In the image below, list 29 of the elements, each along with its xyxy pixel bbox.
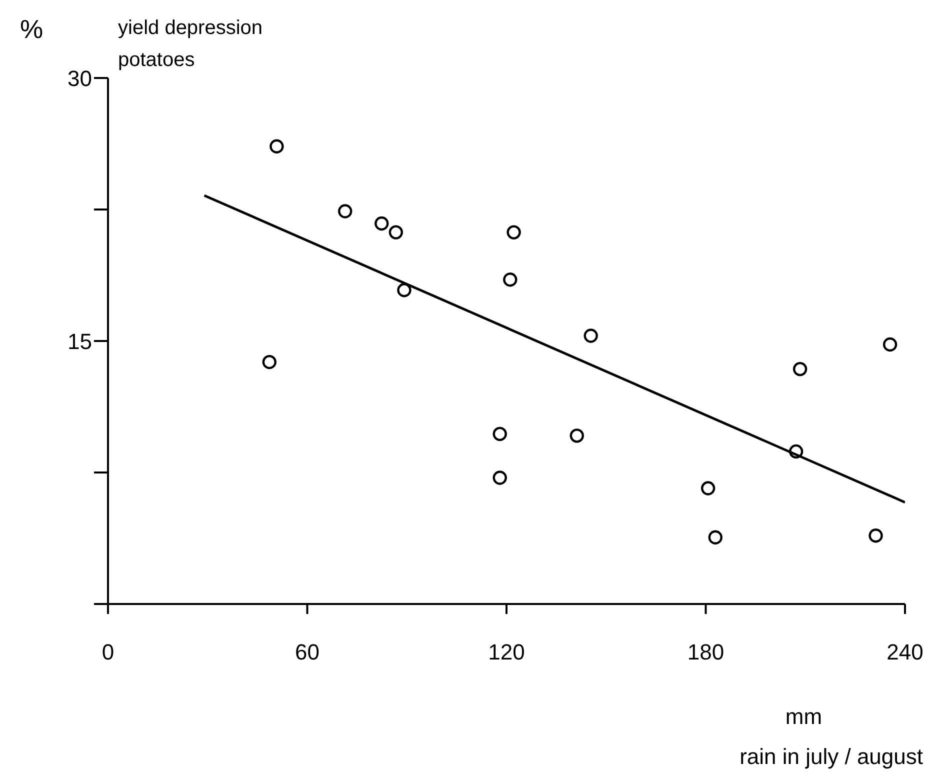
point bbox=[788, 444, 804, 459]
point bbox=[700, 481, 716, 496]
point bbox=[397, 283, 412, 298]
point bbox=[503, 272, 518, 287]
x-tick-label: 180 bbox=[687, 640, 724, 665]
point bbox=[374, 216, 389, 231]
point bbox=[388, 225, 404, 240]
y-axis-title: % bbox=[20, 14, 44, 45]
x-tick-label: 120 bbox=[488, 640, 525, 665]
point bbox=[792, 362, 808, 376]
point bbox=[708, 530, 722, 544]
chart-title: yield depression potatoes bbox=[118, 16, 263, 73]
point bbox=[492, 426, 507, 442]
x-tick-label: 0 bbox=[102, 640, 114, 665]
y-tick-label: 15 bbox=[68, 328, 92, 354]
x-tick-label: 60 bbox=[295, 640, 320, 665]
point bbox=[882, 337, 898, 352]
y-tick-label: 30 bbox=[68, 66, 92, 91]
text: mm bbox=[785, 704, 822, 730]
point bbox=[868, 528, 883, 543]
point bbox=[262, 354, 276, 370]
x-tick-label: 240 bbox=[886, 640, 924, 665]
point bbox=[492, 470, 507, 485]
point bbox=[570, 428, 584, 443]
point bbox=[506, 225, 521, 240]
point bbox=[338, 204, 352, 218]
point bbox=[270, 139, 284, 154]
point bbox=[584, 328, 598, 343]
x-axis-title: rain in july / august bbox=[740, 744, 923, 770]
